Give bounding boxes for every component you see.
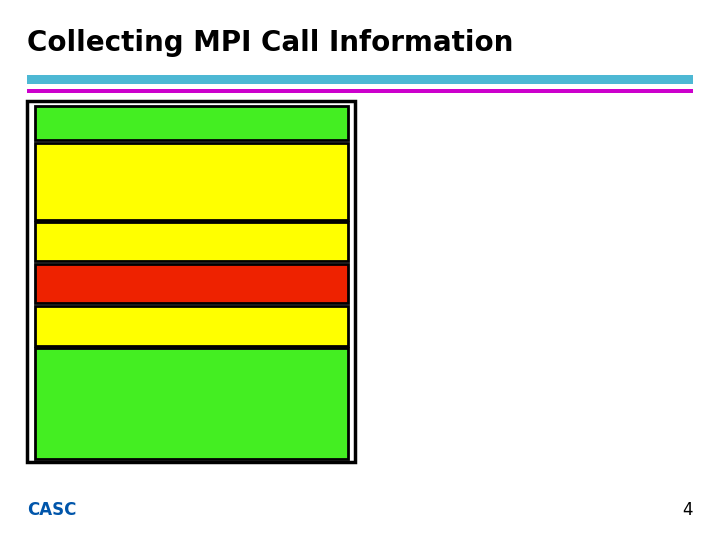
Text: Interposition via
MPI Profiling Layer: Interposition via MPI Profiling Layer <box>79 159 302 204</box>
Bar <box>35 264 348 303</box>
Text: Collecting MPI Call Information: Collecting MPI Call Information <box>27 29 514 57</box>
Bar <box>35 143 348 220</box>
Text: Collect pre-MPI call info: Collect pre-MPI call info <box>50 232 331 252</box>
Text: MPI Application: MPI Application <box>99 113 283 134</box>
Bar <box>27 101 355 462</box>
Bar <box>35 106 348 140</box>
Text: MPI Runtime System: MPI Runtime System <box>68 274 313 294</box>
Bar <box>27 75 693 84</box>
Text: Collect post-MPI call info: Collect post-MPI call info <box>45 316 337 336</box>
Bar <box>35 222 348 261</box>
Bar <box>35 306 348 346</box>
Text: MPI Application: MPI Application <box>99 393 283 414</box>
Bar <box>35 348 348 459</box>
Bar <box>27 89 693 93</box>
Text: 4: 4 <box>682 502 693 519</box>
Text: CASC: CASC <box>27 502 77 519</box>
